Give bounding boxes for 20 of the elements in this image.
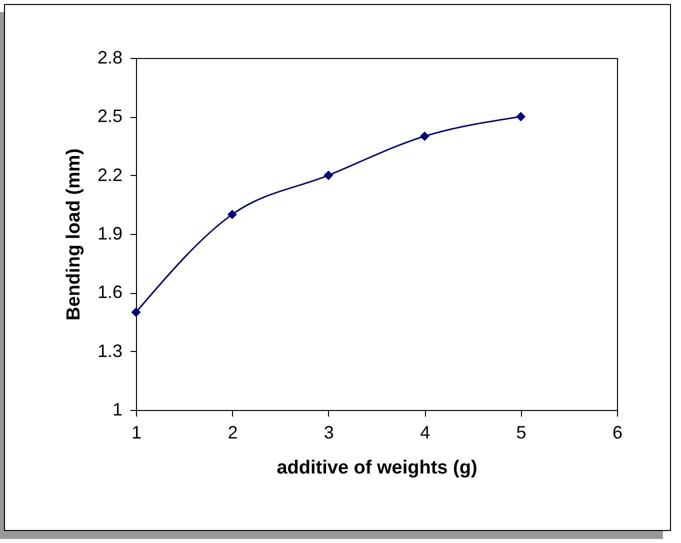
x-tick-label: 3 xyxy=(324,422,334,442)
point xyxy=(516,112,526,122)
x-tick-label: 2 xyxy=(228,422,238,442)
x-tick-label: 4 xyxy=(420,422,430,442)
x-tick-label: 5 xyxy=(516,422,526,442)
y-tick-label: 2.2 xyxy=(97,164,122,185)
y-tick-label: 2.8 xyxy=(97,48,122,68)
x-axis-title: additive of weights (g) xyxy=(276,458,478,478)
x-tick-label: 6 xyxy=(612,422,623,442)
y-tick-label: 1.9 xyxy=(97,224,122,244)
y-axis-title: Bending load (mm) xyxy=(63,148,84,321)
point xyxy=(131,307,141,317)
point xyxy=(324,170,334,180)
x-tick-label: 1 xyxy=(131,422,142,442)
y-tick-label: 2.5 xyxy=(97,106,122,126)
y-tick-label: 1.6 xyxy=(97,282,122,302)
y-tick-label: 1.3 xyxy=(97,340,122,361)
y-tick-label: 1 xyxy=(112,400,122,420)
point xyxy=(227,210,237,220)
point xyxy=(420,131,430,141)
